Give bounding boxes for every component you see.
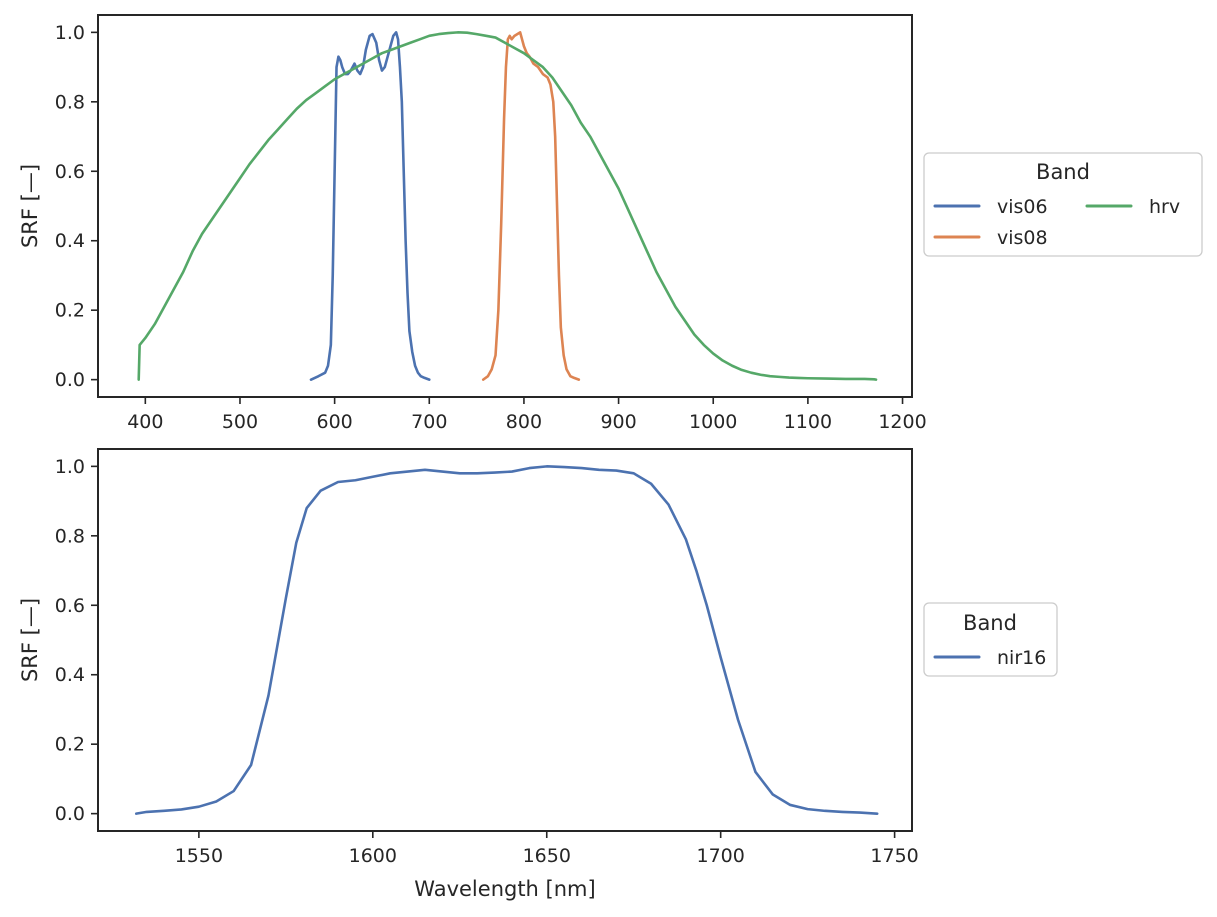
x-tick-label: 800 bbox=[506, 411, 542, 433]
series-line-hrv bbox=[137, 31, 878, 381]
x-tick-label: 1000 bbox=[689, 411, 737, 433]
x-tick-label: 1700 bbox=[696, 845, 744, 867]
x-tick-label: 700 bbox=[411, 411, 447, 433]
top-y-axis-ticks: 0.0 0.2 0.4 0.6 0.8 1.0 bbox=[55, 22, 98, 391]
bottom-x-axis-ticks: 1550 1600 1650 1700 1750 bbox=[175, 831, 919, 867]
legend-label-hrv: hrv bbox=[1149, 196, 1180, 218]
y-tick-label: 0.8 bbox=[55, 525, 85, 547]
x-tick-label: 400 bbox=[127, 411, 163, 433]
y-tick-label: 0.4 bbox=[55, 664, 85, 686]
series-line-nir16 bbox=[134, 465, 879, 815]
x-tick-label: 600 bbox=[316, 411, 352, 433]
y-tick-label: 0.0 bbox=[55, 803, 85, 825]
top-y-axis-label: SRF [—] bbox=[18, 164, 42, 248]
x-tick-label: 1600 bbox=[349, 845, 397, 867]
y-tick-label: 0.6 bbox=[55, 595, 85, 617]
bottom-chart-panel: 0.00.20.40.60.81.0 1550 1600 1650 1700 1750 … bbox=[18, 448, 1058, 901]
series-line-vis08 bbox=[481, 31, 581, 381]
top-series-lines bbox=[137, 31, 878, 381]
bottom-legend-title: Band bbox=[963, 611, 1017, 635]
bottom-legend: Band nir16 bbox=[923, 602, 1058, 677]
top-legend: Band vis06 vis08 hrv bbox=[923, 152, 1203, 257]
y-tick-label: 1.0 bbox=[55, 456, 85, 478]
y-tick-label: 0.6 bbox=[55, 161, 85, 183]
top-legend-title: Band bbox=[1036, 160, 1090, 184]
x-tick-label: 1650 bbox=[523, 845, 571, 867]
top-legend-box bbox=[923, 152, 1203, 257]
y-tick-label: 0.2 bbox=[55, 734, 85, 756]
y-tick-label: 0.4 bbox=[55, 230, 85, 252]
y-tick-label: 0.8 bbox=[55, 91, 85, 113]
y-tick-label: 1.0 bbox=[55, 22, 85, 44]
top-chart-panel: 0.0 0.2 0.4 0.6 0.8 1.0 400 500 600 700 800 900 100… bbox=[18, 14, 1203, 433]
legend-label-nir16: nir16 bbox=[997, 647, 1046, 669]
legend-label-vis08: vis08 bbox=[997, 227, 1048, 249]
x-tick-label: 500 bbox=[222, 411, 258, 433]
bottom-x-axis-label: Wavelength [nm] bbox=[414, 877, 595, 901]
bottom-y-axis-label: SRF [—] bbox=[18, 598, 42, 682]
y-tick-label: 0.0 bbox=[55, 369, 85, 391]
x-tick-label: 1200 bbox=[878, 411, 926, 433]
legend-label-vis06: vis06 bbox=[997, 196, 1048, 218]
x-tick-label: 1750 bbox=[870, 845, 918, 867]
bottom-plot-frame bbox=[97, 448, 913, 832]
x-tick-label: 1550 bbox=[175, 845, 223, 867]
x-tick-label: 900 bbox=[600, 411, 636, 433]
bottom-y-axis-ticks: 0.0 0.2 0.4 0.6 0.8 1.0 bbox=[55, 456, 98, 825]
x-tick-label: 1100 bbox=[784, 411, 832, 433]
series-line-vis06 bbox=[309, 31, 431, 381]
y-tick-label: 0.2 bbox=[55, 300, 85, 322]
bottom-series-lines bbox=[134, 465, 879, 815]
top-x-axis-ticks: 400 500 600 700 800 900 1000 1100 1200 bbox=[127, 397, 927, 433]
